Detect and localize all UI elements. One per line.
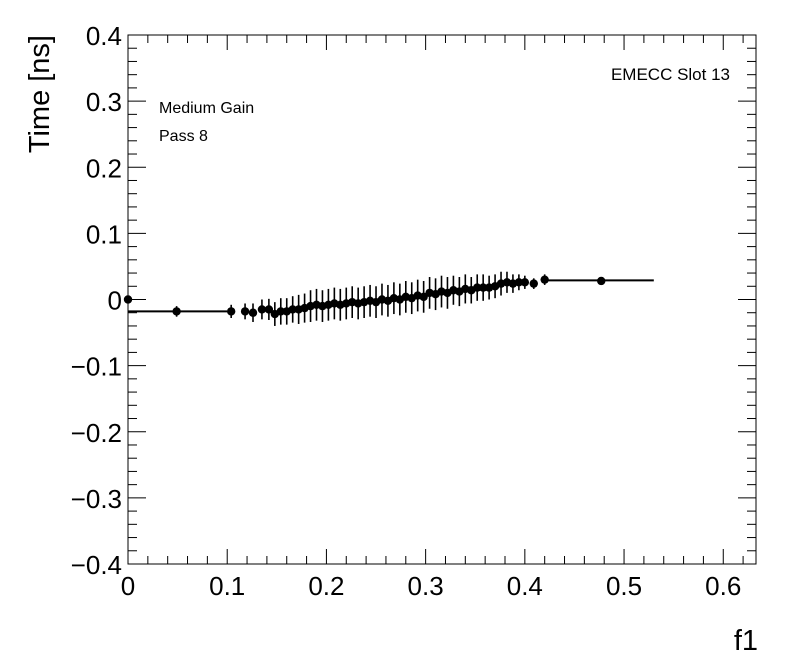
data-point <box>540 275 549 284</box>
x-tick-label: 0.3 <box>408 571 444 601</box>
data-point <box>473 283 482 292</box>
y-tick-label: 0.4 <box>86 21 122 51</box>
data-point <box>419 292 428 302</box>
data-series <box>123 271 606 326</box>
pass-annotation: Pass 8 <box>159 128 208 145</box>
slot-annotation: EMECC Slot 13 <box>611 65 730 84</box>
y-tick-label: 0.2 <box>86 153 122 183</box>
gain-annotation: Medium Gain <box>159 100 254 117</box>
data-point <box>520 278 530 287</box>
y-tick-label: 0 <box>108 286 122 316</box>
data-point <box>264 305 274 314</box>
y-tick-label: 0.3 <box>86 87 122 117</box>
labels: Time [ns] f1 Medium Gain Pass 8 EMECC Sl… <box>24 35 758 657</box>
x-tick-label: 0.5 <box>606 571 642 601</box>
y-axis-title: Time [ns] <box>24 35 56 153</box>
x-tick-label: 0.2 <box>308 571 344 601</box>
y-tick-label: −0.1 <box>71 352 122 382</box>
y-tick-label: −0.4 <box>71 550 122 580</box>
data-point <box>529 279 538 288</box>
data-point <box>288 305 297 314</box>
y-tick-label: −0.2 <box>71 418 122 448</box>
y-tick-label: 0.1 <box>86 219 122 249</box>
data-point <box>514 278 524 287</box>
data-point <box>597 276 606 286</box>
x-axis-title: f1 <box>734 625 758 657</box>
data-point <box>123 295 133 304</box>
data-point <box>240 307 250 316</box>
data-point <box>226 307 236 316</box>
x-tick-label: 0.6 <box>705 571 741 601</box>
data-point <box>248 308 258 317</box>
data-point <box>478 283 488 292</box>
y-tick-label: −0.3 <box>71 484 122 514</box>
axes: 0 0.1 0.2 0.3 0.4 0.5 0.6 −0.4 −0.3 −0.2 −0.1 0 0.1 0… <box>71 21 757 601</box>
data-point <box>276 307 285 316</box>
data-point <box>172 307 181 316</box>
data-point <box>257 305 267 314</box>
x-tick-label: 0.1 <box>209 571 245 601</box>
x-tick-label: 0.4 <box>507 571 543 601</box>
x-tick-label: 0 <box>121 571 135 601</box>
